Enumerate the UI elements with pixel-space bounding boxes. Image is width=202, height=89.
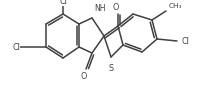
Text: Cl: Cl xyxy=(59,0,67,6)
Text: Cl: Cl xyxy=(181,36,189,45)
Text: Cl: Cl xyxy=(12,43,20,52)
Text: CH₃: CH₃ xyxy=(169,3,182,9)
Text: NH: NH xyxy=(94,4,105,13)
Text: O: O xyxy=(113,3,119,12)
Text: S: S xyxy=(108,64,114,73)
Text: O: O xyxy=(81,72,87,81)
